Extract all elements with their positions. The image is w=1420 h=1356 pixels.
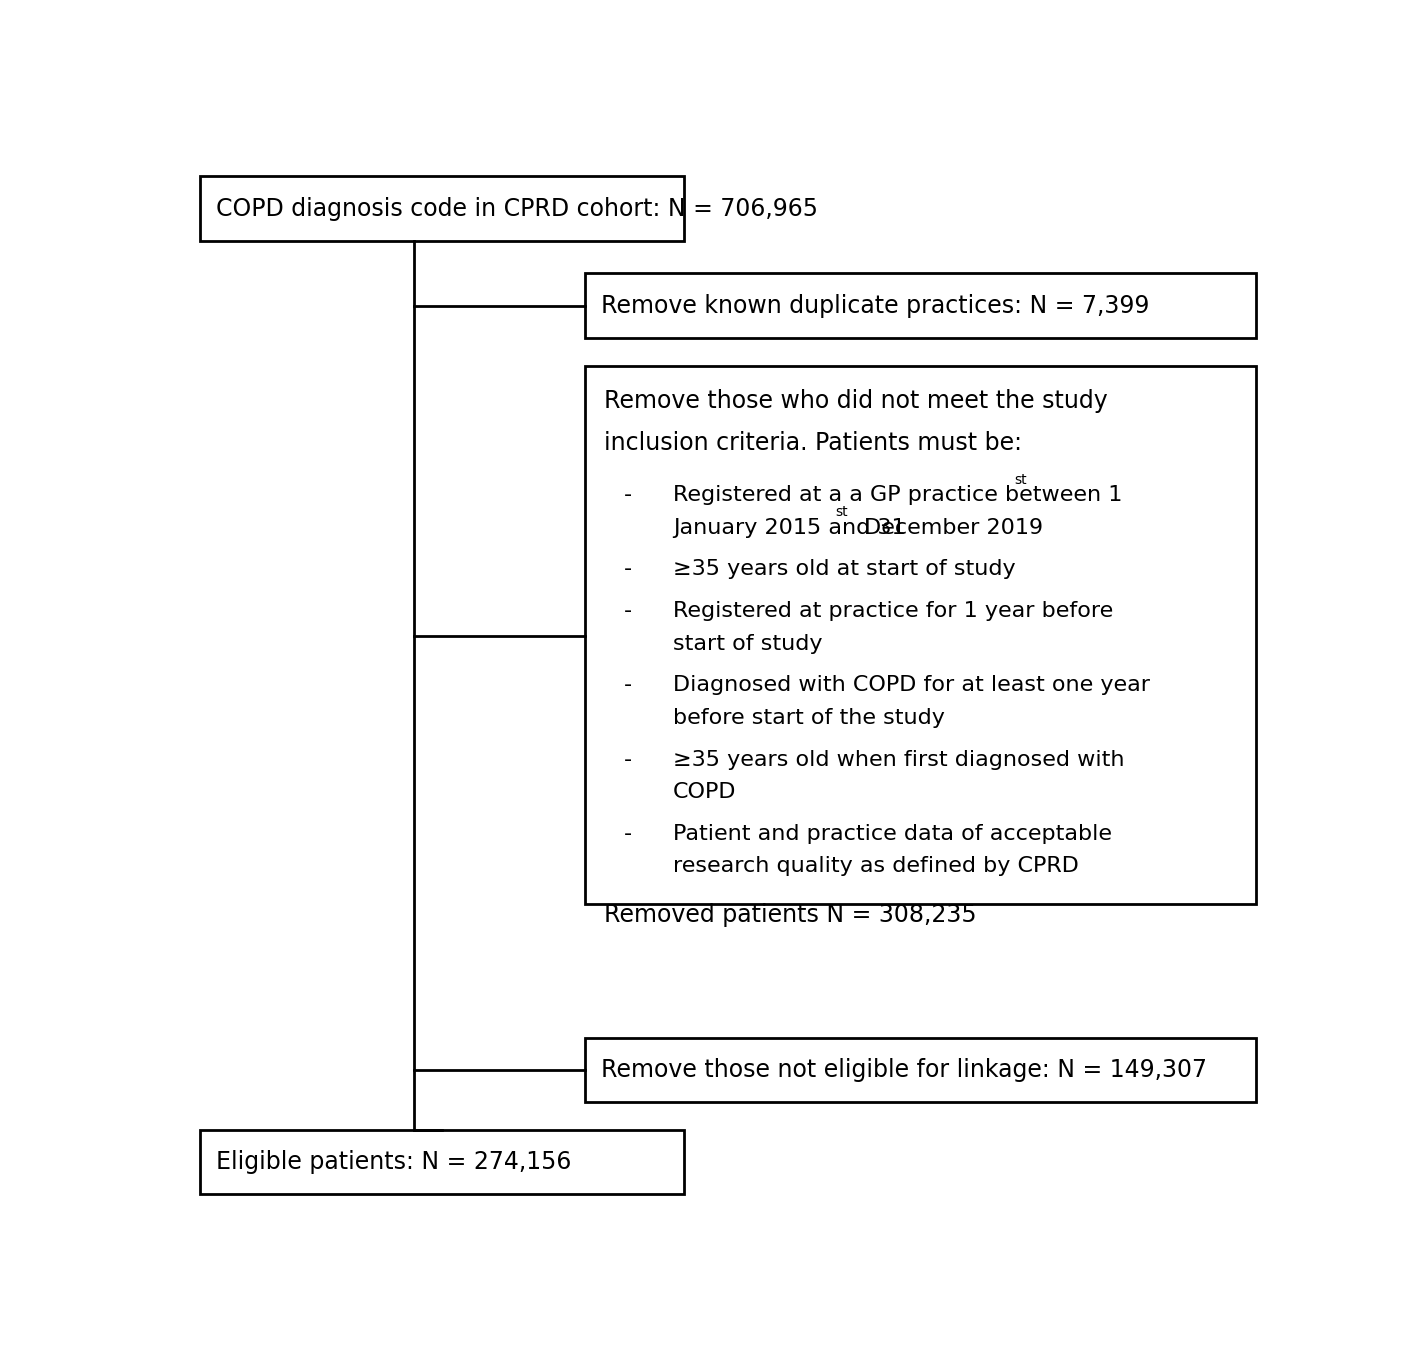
Text: before start of the study: before start of the study (673, 708, 944, 728)
FancyBboxPatch shape (585, 366, 1257, 904)
FancyBboxPatch shape (585, 1037, 1257, 1102)
Text: research quality as defined by CPRD: research quality as defined by CPRD (673, 856, 1079, 876)
Text: Diagnosed with COPD for at least one year: Diagnosed with COPD for at least one yea… (673, 675, 1150, 696)
Text: COPD diagnosis code in CPRD cohort: N = 706,965: COPD diagnosis code in CPRD cohort: N = … (216, 197, 818, 221)
Text: COPD: COPD (673, 782, 736, 801)
Text: -: - (625, 560, 632, 579)
Text: st: st (1014, 473, 1027, 487)
Text: Patient and practice data of acceptable: Patient and practice data of acceptable (673, 823, 1112, 843)
Text: start of study: start of study (673, 633, 822, 654)
Text: inclusion criteria. Patients must be:: inclusion criteria. Patients must be: (605, 431, 1022, 456)
Text: Remove those who did not meet the study: Remove those who did not meet the study (605, 389, 1108, 414)
Text: December 2019: December 2019 (856, 518, 1042, 538)
Text: -: - (625, 675, 632, 696)
Text: -: - (625, 601, 632, 621)
FancyBboxPatch shape (199, 176, 684, 241)
FancyBboxPatch shape (585, 274, 1257, 338)
Text: Eligible patients: N = 274,156: Eligible patients: N = 274,156 (216, 1150, 571, 1174)
Text: ≥35 years old when first diagnosed with: ≥35 years old when first diagnosed with (673, 750, 1125, 769)
Text: st: st (835, 506, 848, 519)
Text: Remove those not eligible for linkage: N = 149,307: Remove those not eligible for linkage: N… (601, 1058, 1207, 1082)
Text: -: - (625, 823, 632, 843)
Text: January 2015 and 31: January 2015 and 31 (673, 518, 906, 538)
Text: Remove known duplicate practices: N = 7,399: Remove known duplicate practices: N = 7,… (601, 294, 1150, 317)
Text: Registered at a a GP practice between 1: Registered at a a GP practice between 1 (673, 485, 1122, 506)
Text: ≥35 years old at start of study: ≥35 years old at start of study (673, 560, 1015, 579)
Text: -: - (625, 485, 632, 506)
Text: Registered at practice for 1 year before: Registered at practice for 1 year before (673, 601, 1113, 621)
Text: Removed patients N = 308,235: Removed patients N = 308,235 (605, 903, 977, 928)
Text: -: - (625, 750, 632, 769)
FancyBboxPatch shape (199, 1130, 684, 1195)
